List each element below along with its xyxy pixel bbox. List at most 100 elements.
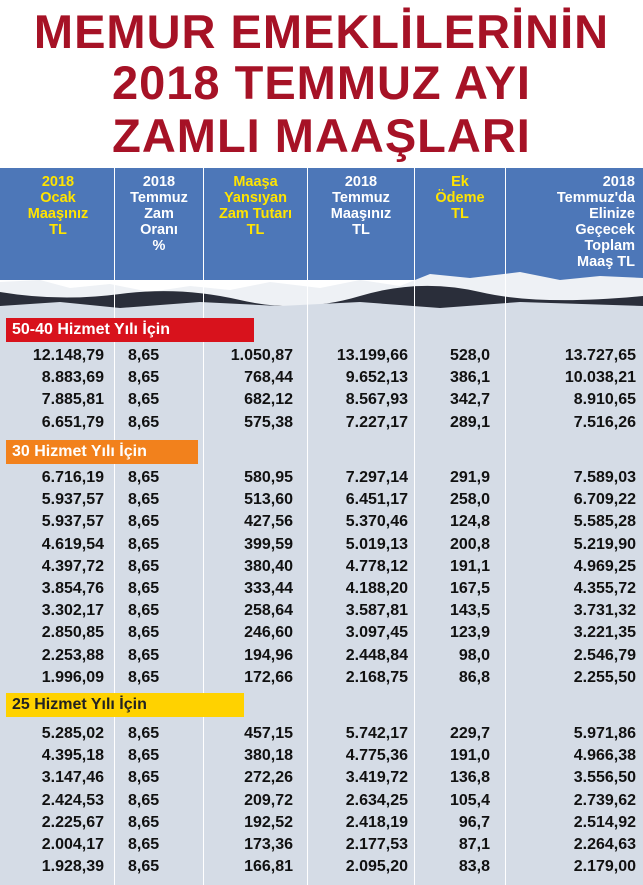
table-cell: 4.395,18 bbox=[41, 747, 104, 765]
table-cell: 123,9 bbox=[449, 624, 490, 642]
table-cell: 399,59 bbox=[244, 535, 293, 553]
table-cell: 2.424,53 bbox=[41, 791, 104, 809]
table-cell: 2.546,79 bbox=[573, 646, 636, 664]
header-line: Temmuz'da bbox=[556, 190, 635, 206]
table-cell: 136,8 bbox=[449, 769, 490, 787]
table-row: 3.854,76 8,65 333,44 4.188,20 167,5 4.355,72 bbox=[0, 578, 643, 600]
table-cell: 200,8 bbox=[449, 535, 490, 553]
table-row: 5.937,57 8,65 427,56 5.370,46 124,8 5.585,28 bbox=[0, 511, 643, 533]
header-line: TL bbox=[352, 222, 370, 238]
table-cell: 86,8 bbox=[458, 668, 490, 686]
table-cell: 191,0 bbox=[449, 747, 490, 765]
table-cell: 8.883,69 bbox=[41, 369, 104, 387]
table-cell: 124,8 bbox=[449, 513, 490, 531]
table-row: 8.883,69 8,65 768,44 9.652,13 386,1 10.038,21 bbox=[0, 367, 643, 389]
header-line: Ek bbox=[451, 174, 469, 190]
table-cell: 8,65 bbox=[128, 668, 160, 686]
table-cell: 2.253,88 bbox=[41, 646, 104, 664]
table-cell: 8.910,65 bbox=[573, 391, 636, 409]
table-row: 5.937,57 8,65 513,60 6.451,17 258,0 6.709,22 bbox=[0, 489, 643, 511]
table-cell: 8,65 bbox=[128, 769, 160, 787]
header-line: Maaş TL bbox=[576, 254, 635, 270]
table-cell: 1.050,87 bbox=[230, 347, 293, 364]
header-toplam-maas: 2018 Temmuz'da Elinize Geçecek Toplam Ma… bbox=[507, 174, 635, 270]
table-row: 7.885,81 8,65 682,12 8.567,93 342,7 8.910,65 bbox=[0, 389, 643, 411]
table-row: 3.302,17 8,65 258,64 3.587,81 143,5 3.731,32 bbox=[0, 600, 643, 622]
table-cell: 105,4 bbox=[449, 791, 490, 809]
table-row: 1.996,09 8,65 172,66 2.168,75 86,8 2.255,50 bbox=[0, 667, 643, 689]
table-cell: 8,65 bbox=[128, 557, 160, 575]
table-cell: 8,65 bbox=[128, 513, 160, 531]
column-divider bbox=[505, 168, 506, 885]
table-cell: 6.451,17 bbox=[345, 491, 408, 509]
table-cell: 87,1 bbox=[458, 836, 490, 853]
table-cell: 8,65 bbox=[128, 413, 160, 431]
table-cell: 8,65 bbox=[128, 813, 160, 831]
table-cell: 2.255,50 bbox=[573, 668, 636, 686]
table-cell: 575,38 bbox=[244, 413, 293, 431]
header-line: TL bbox=[246, 222, 265, 238]
table-cell: 209,72 bbox=[244, 791, 293, 809]
header-ek-odeme: Ek Ödeme TL bbox=[416, 174, 504, 222]
table-cell: 2.177,53 bbox=[345, 836, 408, 853]
table-cell: 2.264,63 bbox=[573, 836, 636, 853]
table-cell: 4.355,72 bbox=[573, 580, 636, 597]
section-label-25: 25 Hizmet Yılı İçin bbox=[6, 693, 244, 717]
table-cell: 1.996,09 bbox=[41, 668, 104, 686]
header-line: 2018 bbox=[142, 174, 176, 190]
table-body bbox=[0, 300, 643, 885]
table-row: 4.395,18 8,65 380,18 4.775,36 191,0 4.966,38 bbox=[0, 745, 643, 767]
table-cell: 457,15 bbox=[244, 725, 293, 742]
table-cell: 3.854,76 bbox=[41, 580, 104, 597]
table-cell: 386,1 bbox=[449, 369, 490, 387]
table-cell: 7.297,14 bbox=[345, 469, 408, 486]
table-cell: 2.514,92 bbox=[573, 813, 636, 831]
header-line: Yansıyan bbox=[224, 190, 287, 206]
table-cell: 8,65 bbox=[128, 858, 160, 876]
table-row: 2.850,85 8,65 246,60 3.097,45 123,9 3.221,35 bbox=[0, 622, 643, 644]
table-cell: 167,5 bbox=[449, 580, 490, 597]
table-cell: 8,65 bbox=[128, 747, 160, 765]
table-cell: 172,66 bbox=[244, 668, 293, 686]
table-cell: 3.221,35 bbox=[573, 624, 636, 642]
table-cell: 580,95 bbox=[244, 469, 293, 486]
title-line-1: MEMUR EMEKLİLERİNİN bbox=[33, 5, 610, 58]
table-cell: 5.971,86 bbox=[573, 725, 636, 742]
header-line: TL bbox=[451, 206, 469, 222]
header-line: Temmuz bbox=[130, 190, 188, 206]
header-line: Oranı bbox=[140, 222, 178, 238]
table-row: 4.619,54 8,65 399,59 5.019,13 200,8 5.219,90 bbox=[0, 534, 643, 556]
table-cell: 8,65 bbox=[128, 791, 160, 809]
table-cell: 6.709,22 bbox=[573, 491, 636, 509]
table-cell: 2.739,62 bbox=[573, 791, 636, 809]
table-cell: 2.179,00 bbox=[573, 858, 636, 876]
table-cell: 7.589,03 bbox=[573, 469, 636, 486]
table-cell: 83,8 bbox=[458, 858, 490, 876]
table-cell: 427,56 bbox=[244, 513, 293, 531]
table-cell: 2.418,19 bbox=[345, 813, 408, 831]
table-cell: 8,65 bbox=[128, 836, 160, 853]
header-line: TL bbox=[49, 222, 67, 238]
table-cell: 2.225,67 bbox=[41, 813, 104, 831]
table-cell: 96,7 bbox=[458, 813, 490, 831]
table-cell: 9.652,13 bbox=[345, 369, 408, 387]
table-cell: 8,65 bbox=[128, 491, 160, 509]
table-cell: 5.219,90 bbox=[573, 535, 636, 553]
table-cell: 3.731,32 bbox=[573, 602, 636, 620]
table-row: 2.004,17 8,65 173,36 2.177,53 87,1 2.264,63 bbox=[0, 834, 643, 856]
table-cell: 166,81 bbox=[244, 858, 293, 876]
table-cell: 513,60 bbox=[244, 491, 293, 509]
header-line: Temmuz bbox=[332, 190, 390, 206]
header-line: Maaşa bbox=[233, 174, 278, 190]
table-cell: 8,65 bbox=[128, 602, 160, 620]
table-row: 1.928,39 8,65 166,81 2.095,20 83,8 2.179,00 bbox=[0, 856, 643, 878]
table-cell: 380,40 bbox=[244, 557, 293, 575]
table-cell: 2.448,84 bbox=[345, 646, 408, 664]
table-cell: 6.651,79 bbox=[41, 413, 104, 431]
header-line: % bbox=[152, 238, 166, 254]
header-line: 2018 bbox=[41, 174, 75, 190]
table-cell: 10.038,21 bbox=[564, 369, 636, 387]
table-cell: 7.885,81 bbox=[41, 391, 104, 409]
table-cell: 289,1 bbox=[449, 413, 490, 431]
table-cell: 4.969,25 bbox=[573, 557, 636, 575]
